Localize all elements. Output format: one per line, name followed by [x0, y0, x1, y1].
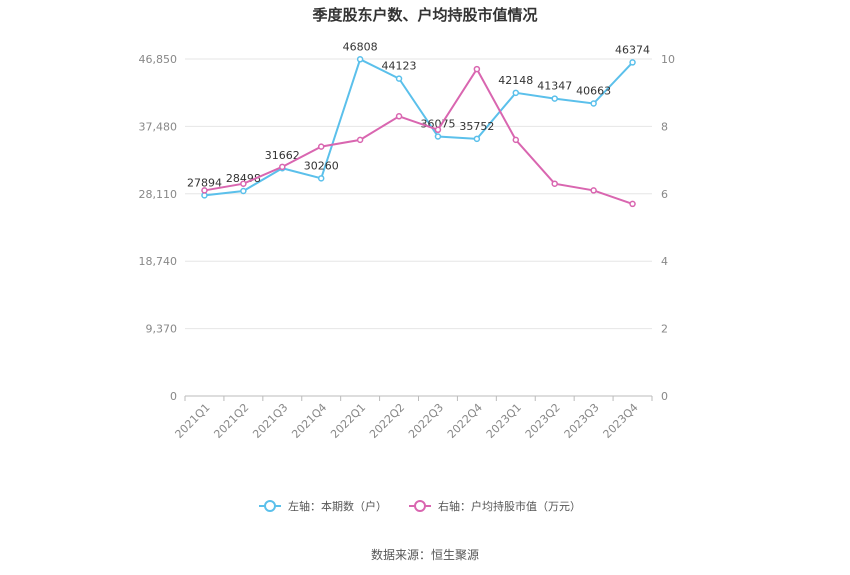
left-axis-tick: 18,740	[139, 255, 178, 268]
right-axis-tick: 10	[661, 53, 675, 66]
holders-count-point	[629, 59, 636, 66]
avg-market-value-point	[201, 187, 208, 194]
data-source: 数据来源：恒生聚源	[370, 548, 479, 562]
x-axis-tick-label: 2022Q3	[406, 401, 446, 441]
left-axis-tick: 9,370	[146, 323, 178, 336]
data-label: 44123	[382, 60, 417, 73]
data-label: 35752	[459, 120, 494, 133]
holders-count-line	[204, 57, 634, 197]
data-label: 27894	[187, 176, 222, 189]
holders-count-point	[590, 100, 597, 107]
avg-market-value-point	[434, 126, 442, 134]
avg-market-value-point	[240, 180, 247, 187]
holders-count-point	[356, 56, 364, 63]
left-axis-tick: 0	[170, 390, 177, 403]
x-axis-tick-label: 2022Q4	[445, 401, 485, 441]
holders-count-point	[473, 135, 481, 143]
avg-market-value-point	[473, 65, 481, 73]
holders-count-point	[395, 75, 403, 82]
right-axis-tick: 2	[661, 323, 668, 336]
avg-market-value-point	[590, 187, 597, 194]
x-axis-tick-label: 2023Q2	[523, 401, 563, 441]
data-label: 28498	[226, 172, 261, 185]
data-label: 46374	[615, 43, 650, 56]
data-label: 40663	[576, 85, 611, 98]
x-axis-tick-label: 2021Q3	[250, 401, 290, 441]
data-label: 31662	[265, 149, 300, 162]
avg-market-value-point	[317, 143, 325, 150]
holders-count-point	[512, 89, 520, 97]
x-axis-tick-label: 2022Q1	[328, 401, 368, 441]
x-axis-tick-label: 2023Q4	[601, 401, 641, 441]
holders-count-point	[317, 175, 325, 182]
avg-market-value-point	[629, 200, 636, 208]
avg-market-value-line	[204, 67, 633, 205]
legend-marker	[264, 500, 276, 512]
data-label: 41347	[537, 80, 572, 93]
left-axis-tick: 46,850	[139, 53, 178, 66]
x-axis-tick-label: 2021Q1	[173, 401, 213, 441]
holders-count-point	[551, 95, 558, 102]
holders-count-point	[434, 133, 442, 140]
x-axis-tick-label: 2021Q2	[211, 401, 251, 441]
avg-market-value-point	[279, 163, 286, 171]
data-label: 46808	[343, 40, 378, 53]
x-axis-tick-label: 2022Q2	[367, 401, 407, 441]
legend-label: 右轴：户均持股市值（万元）	[438, 499, 581, 513]
x-axis-tick-label: 2023Q3	[562, 401, 602, 441]
avg-market-value-point	[356, 136, 364, 144]
right-axis-tick: 0	[661, 390, 668, 403]
left-axis-tick: 28,110	[139, 188, 178, 201]
data-label: 30260	[304, 159, 339, 172]
x-axis-tick-label: 2021Q4	[289, 401, 329, 441]
right-axis-tick: 8	[661, 120, 668, 133]
legend-marker	[414, 500, 426, 512]
avg-market-value-point	[512, 136, 520, 144]
avg-market-value-point	[395, 113, 403, 120]
left-axis-tick: 37,480	[139, 120, 178, 133]
holders-count-point	[240, 187, 247, 195]
x-axis-tick-label: 2023Q1	[484, 401, 524, 441]
chart-title: 季度股东户数、户均持股市值情况	[312, 6, 538, 24]
data-label: 42148	[498, 74, 533, 87]
right-axis-tick: 6	[661, 188, 668, 201]
avg-market-value-point	[551, 180, 558, 187]
legend-label: 左轴：本期数（户）	[288, 499, 387, 513]
right-axis-tick: 4	[661, 255, 668, 268]
